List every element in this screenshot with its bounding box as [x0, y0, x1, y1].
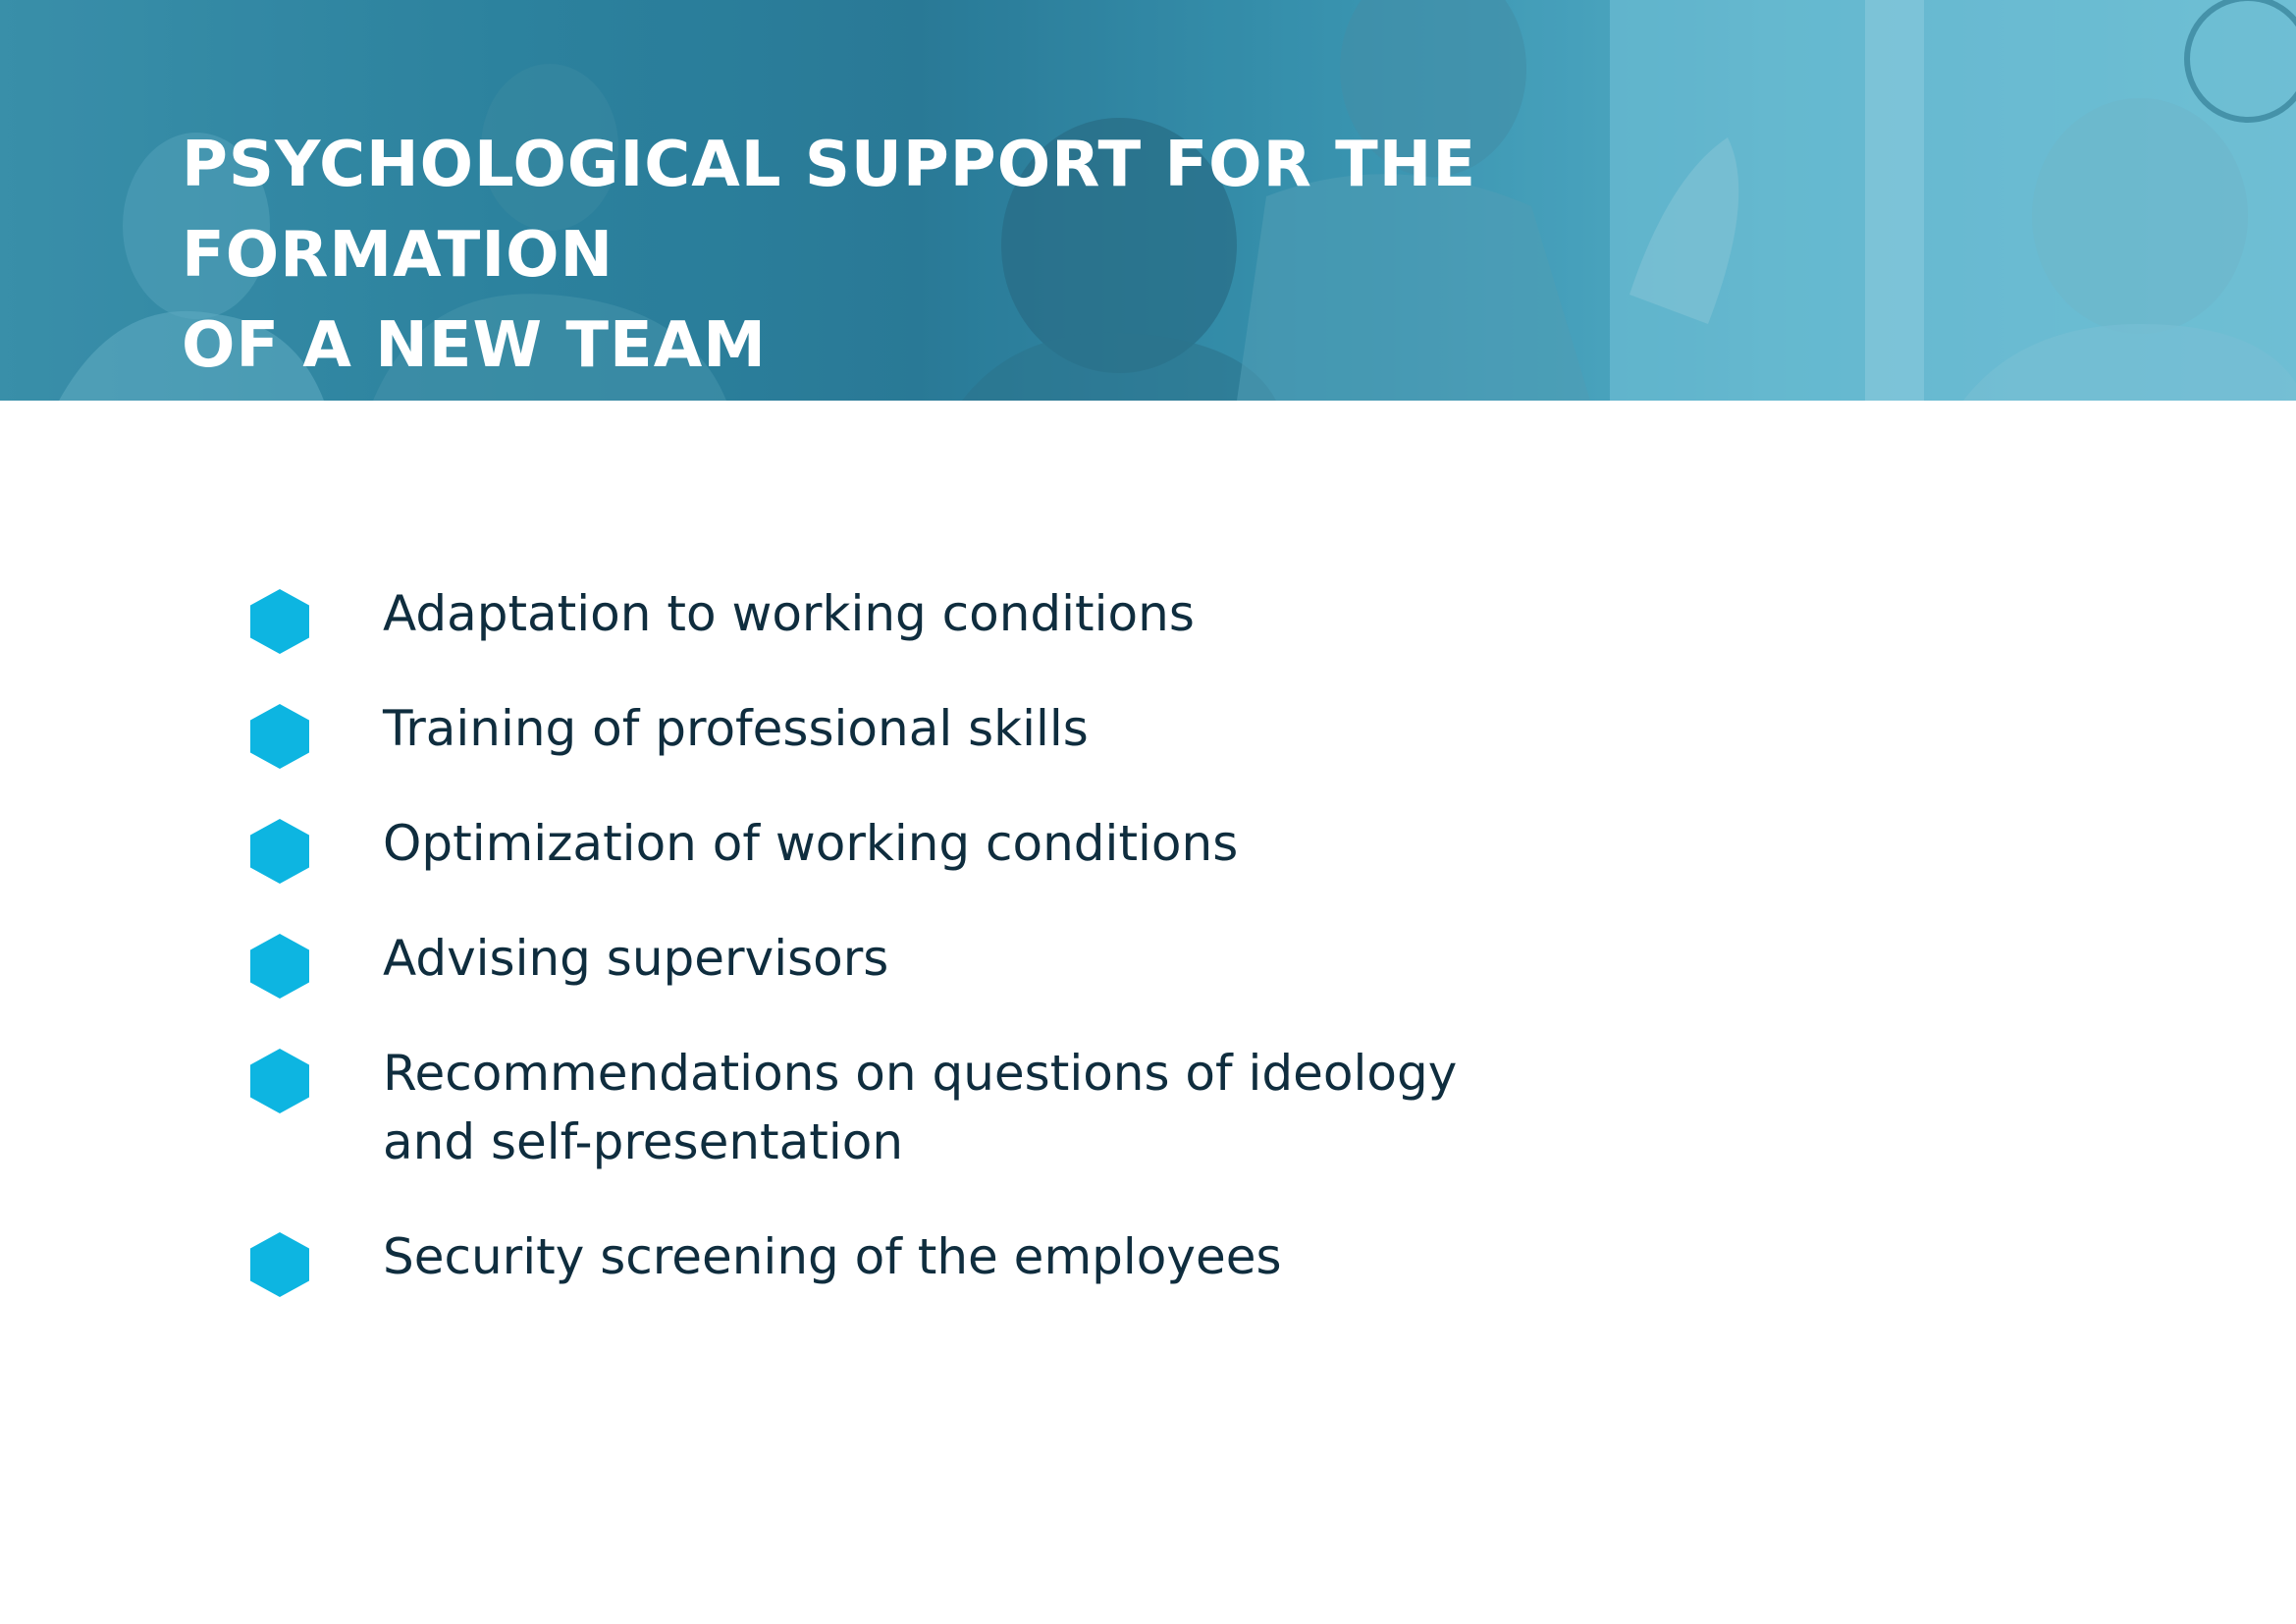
list-item-label: Training of professional skills	[383, 700, 1089, 757]
list-item: Optimization of working conditions	[250, 809, 1723, 884]
list-item-label: Security screening of the employees	[383, 1228, 1282, 1285]
list-item: Recommendations on questions of ideology…	[250, 1039, 1463, 1176]
list-item: Advising supervisors	[250, 924, 1723, 999]
list-item-label: Adaptation to working conditions	[383, 585, 1195, 642]
header-banner: PSYCHOLOGICAL SUPPORT FOR THE FORMATION …	[0, 0, 2296, 401]
hexagon-bullet-icon	[250, 1232, 309, 1297]
list-item-label: Recommendations on questions of ideology…	[383, 1045, 1458, 1170]
list-item-label: Optimization of working conditions	[383, 815, 1239, 872]
list-item: Training of professional skills	[250, 694, 1723, 769]
services-list: Adaptation to working conditions Trainin…	[250, 579, 1723, 1337]
page-title-line-1: PSYCHOLOGICAL SUPPORT FOR THE FORMATION	[182, 129, 1477, 292]
hexagon-bullet-icon	[250, 934, 309, 999]
hexagon-bullet-icon	[250, 704, 309, 769]
list-item: Security screening of the employees	[250, 1222, 1723, 1297]
page-title-line-2: OF A NEW TEAM	[182, 309, 767, 382]
page-title: PSYCHOLOGICAL SUPPORT FOR THE FORMATION …	[182, 120, 1850, 391]
hexagon-bullet-icon	[250, 819, 309, 884]
hexagon-bullet-icon	[250, 589, 309, 654]
hexagon-bullet-icon	[250, 1049, 309, 1113]
list-item-label: Advising supervisors	[383, 930, 889, 987]
team-photo	[0, 0, 2296, 401]
list-item: Adaptation to working conditions	[250, 579, 1723, 654]
